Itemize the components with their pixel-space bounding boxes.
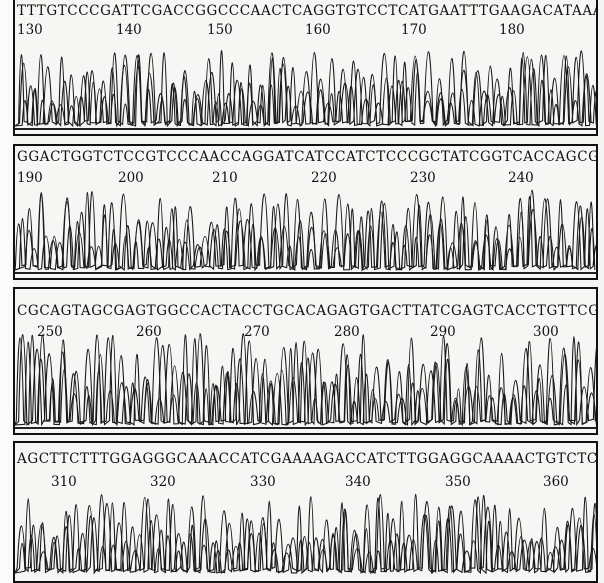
position-label: 300 [533,324,559,340]
trace-peaks [15,189,596,272]
trace-line [15,191,596,271]
position-label: 190 [17,170,43,186]
position-label: 330 [250,474,276,490]
trace-peaks [15,494,596,575]
position-label: 180 [499,22,525,38]
position-label: 140 [116,22,142,38]
trace-line [15,494,596,575]
position-label: 320 [150,474,176,490]
electropherogram-trace [15,333,596,427]
trace-baseline [15,272,596,274]
trace-peaks [15,333,596,427]
position-label: 220 [311,170,337,186]
base-sequence: GGACTGGTCTCCGTCCCAACCAGGATCATCCATCTCCCGC… [17,149,598,165]
position-label: 260 [136,324,162,340]
base-sequence: TTTGTCCCGATTCGACCGGCCCAACTCAGGTGTCCTCATG… [17,3,598,19]
trace-line [15,334,596,427]
position-label: 360 [543,474,569,490]
electropherogram-trace [15,50,596,128]
position-label: 340 [345,474,371,490]
trace-panel-3: CGCAGTAGCGAGTGGCCACTACCTGCACAGAGTGACTTAT… [13,287,598,435]
trace-line [15,50,596,128]
position-label: 130 [17,22,43,38]
trace-baseline [15,427,596,429]
position-label: 280 [334,324,360,340]
trace-panel-4: AGCTTCTTTGGAGGGCAAACCATCGAAAAGACCATCTTGG… [13,441,598,583]
trace-line [15,496,596,575]
trace-line [15,50,596,128]
position-label: 200 [118,170,144,186]
trace-line [15,333,596,426]
position-label: 150 [207,22,233,38]
trace-panel-1: TTTGTCCCGATTCGACCGGCCCAACTCAGGTGTCCTCATG… [13,0,598,136]
trace-line [15,50,592,128]
trace-line [15,334,596,427]
position-label: 270 [244,324,270,340]
trace-panel-2: GGACTGGTCTCCGTCCCAACCAGGATCATCCATCTCCCGC… [13,144,598,280]
base-sequence: CGCAGTAGCGAGTGGCCACTACCTGCACAGAGTGACTTAT… [17,303,598,319]
position-label: 350 [445,474,471,490]
page-margin [0,0,13,583]
position-label: 160 [305,22,331,38]
trace-peaks [15,50,596,128]
position-label: 230 [410,170,436,186]
position-label: 290 [430,324,456,340]
position-label: 240 [508,170,534,186]
position-label: 310 [51,474,77,490]
base-sequence: AGCTTCTTTGGAGGGCAAACCATCGAAAAGACCATCTTGG… [17,451,598,467]
electropherogram-trace [15,189,596,272]
trace-line [15,495,596,575]
trace-baseline [15,128,596,130]
position-label: 210 [212,170,238,186]
trace-line [15,189,595,272]
position-label: 170 [401,22,427,38]
electropherogram-trace [15,494,596,575]
